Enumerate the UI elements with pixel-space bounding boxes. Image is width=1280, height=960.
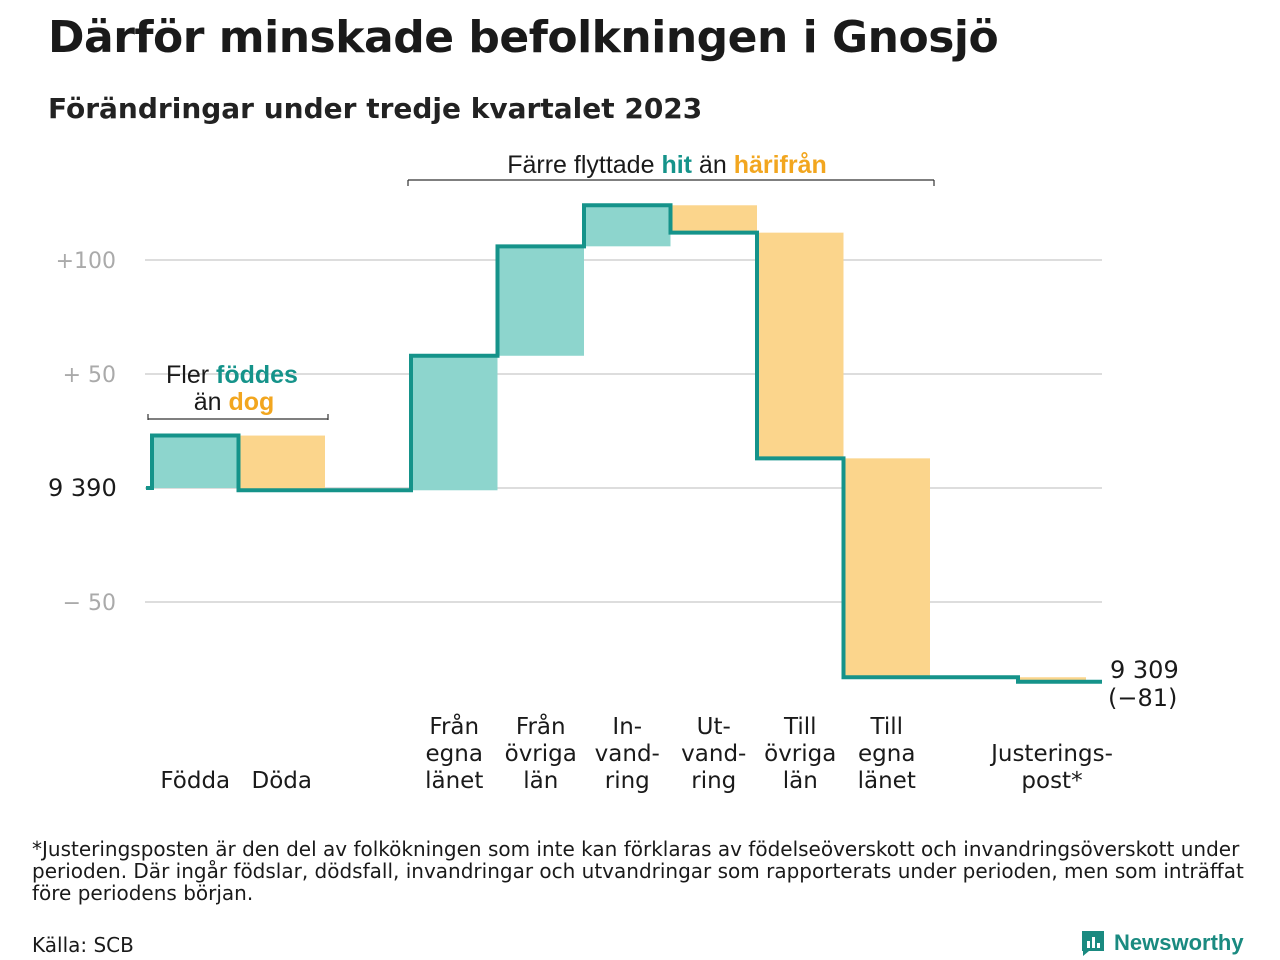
category-label: Från	[516, 712, 566, 740]
births-annotation-line2: än dog	[194, 388, 275, 416]
bar	[843, 458, 930, 678]
moves-annotation-prefix: Färre flyttade	[507, 151, 661, 179]
chart-title: Därför minskade befolkningen i Gnosjö	[48, 12, 999, 63]
category-label: Från	[429, 712, 479, 740]
source-note: Källa: SCB	[32, 933, 134, 957]
bar	[497, 246, 584, 356]
category-label: vand-	[681, 741, 746, 767]
chart-subtitle: Förändringar under tredje kvartalet 2023	[48, 92, 703, 125]
waterfall-chart: +100 + 50 − 50 9 390 9 309(−81) Födda Döda Från…	[48, 151, 1179, 794]
line-layer	[146, 203, 1102, 684]
end-change-label: (−81)	[1108, 684, 1177, 712]
moves-annotation-positive: hit	[661, 151, 692, 179]
category-label: Ut-	[697, 714, 731, 740]
moves-annotation-mid: än	[692, 151, 734, 179]
category-label: Födda	[160, 768, 230, 794]
category-label: Döda	[252, 768, 312, 794]
footnote: *Justeringsposten är den del av folkökni…	[32, 837, 1244, 905]
category-label: ring	[691, 768, 736, 794]
bar	[1018, 677, 1086, 682]
category-label: län	[783, 768, 818, 794]
moves-annotation: Färre flyttade hit än härifrån	[507, 151, 827, 179]
category-label: vand-	[595, 741, 660, 767]
births-annotation-mid: än	[194, 388, 229, 416]
category-label: länet	[425, 768, 483, 794]
category-label: Justerings-	[989, 741, 1113, 767]
bar	[757, 232, 844, 459]
y-tick-label: − 50	[63, 591, 116, 616]
moves-annotation-negative: härifrån	[734, 151, 827, 179]
category-label: övriga	[505, 741, 577, 767]
newsworthy-logo-icon	[1082, 931, 1104, 956]
bar	[670, 205, 757, 233]
category-label: egna	[426, 741, 483, 767]
y-tick-label: + 50	[63, 363, 116, 388]
bar	[152, 435, 239, 488]
category-label: Till	[869, 714, 903, 740]
category-label: In-	[612, 714, 642, 740]
grid-layer	[145, 259, 1102, 603]
category-label: län	[523, 768, 558, 794]
births-annotation-line1: Fler föddes	[166, 361, 298, 389]
bar	[411, 355, 498, 491]
category-label: post*	[1021, 768, 1082, 794]
bar-layer	[152, 205, 1086, 682]
brand-logo[interactable]: Newsworthy	[1080, 928, 1244, 958]
births-annotation-positive: föddes	[216, 361, 298, 389]
brand-name: Newsworthy	[1114, 930, 1244, 955]
running-total-line	[146, 203, 1102, 684]
bar	[238, 435, 325, 491]
category-label: länet	[858, 768, 916, 794]
category-label: ring	[605, 768, 650, 794]
category-label: Till	[783, 714, 817, 740]
births-annotation-prefix: Fler	[166, 361, 216, 389]
category-label: egna	[858, 741, 915, 767]
category-label: övriga	[764, 741, 836, 767]
text-layer: +100 + 50 − 50 9 390 9 309(−81) Födda Döda Från…	[48, 151, 1179, 794]
bar	[584, 205, 671, 247]
y-tick-label: +100	[56, 249, 116, 274]
start-value-label: 9 390	[48, 474, 117, 502]
births-annotation-negative: dog	[228, 388, 274, 416]
end-value-label: 9 309	[1110, 656, 1179, 684]
